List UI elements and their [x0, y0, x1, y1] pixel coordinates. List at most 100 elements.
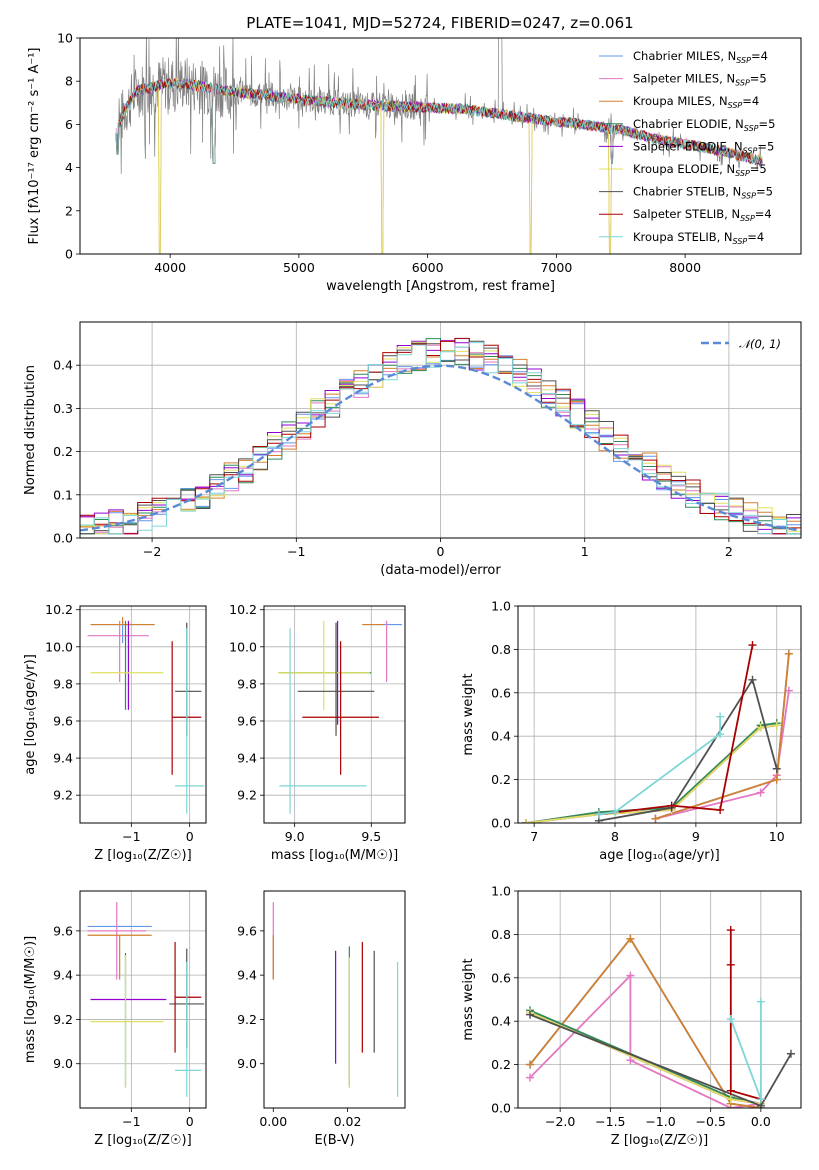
- x-tick-label: 9.0: [285, 829, 305, 844]
- weight-point-marker: [611, 808, 620, 817]
- legend-label-sub: SSP: [735, 79, 750, 88]
- weight-point-marker: [772, 775, 781, 784]
- y-tick-label: 9.6: [53, 923, 73, 938]
- legend-label-text: Chabrier MILES, N: [633, 49, 736, 63]
- legend-label-tail: =4: [742, 94, 759, 108]
- weight-point-marker: [784, 649, 793, 658]
- x-tick-label: 7000: [540, 260, 572, 275]
- weight-point-marker: [716, 730, 725, 739]
- x-tick-label: −0.5: [696, 1114, 726, 1129]
- weight-line: [598, 716, 721, 816]
- weight-line: [729, 930, 762, 1101]
- y-tick-label: 10: [57, 31, 73, 46]
- mass-vs-Z-frame: [79, 890, 207, 1109]
- y-tick-label: 0.0: [491, 1101, 511, 1116]
- figure-title: PLATE=1041, MJD=52724, FIBERID=0247, z=0…: [246, 14, 633, 32]
- residuals-frame: [79, 321, 802, 539]
- x-tick-label: 0: [186, 1114, 194, 1129]
- plot-area-age-vs-Z: [87, 617, 205, 814]
- y-tick-label: 6: [65, 117, 73, 132]
- legend-label-sub: SSP: [743, 146, 758, 155]
- x-axis-label: E(B-V): [314, 1133, 354, 1148]
- weight-line: [598, 677, 778, 822]
- model-spectrum-line: [115, 77, 763, 164]
- normal-curve-line: [80, 364, 801, 532]
- x-tick-label: 0.00: [259, 1114, 287, 1129]
- axes-mass-vs-Z: −1 0 9.0 9.2 9.4 9.6 Z [log₁₀(Z/Z☉)] mass [log₁…: [23, 891, 206, 1148]
- weight-line: [529, 1009, 762, 1105]
- weight-point-marker: [716, 712, 725, 721]
- x-tick-label: 8000: [669, 260, 701, 275]
- y-tick-label: 9.6: [237, 923, 257, 938]
- legend-label-sub: SSP: [741, 192, 756, 201]
- legend-label-sub: SSP: [736, 56, 751, 65]
- y-tick-label: 1.0: [491, 599, 511, 614]
- weight-point-marker: [748, 641, 757, 650]
- x-tick-label: −2.0: [545, 1114, 575, 1129]
- weight-point-marker: [594, 810, 603, 819]
- y-tick-label: 0.2: [53, 444, 73, 459]
- y-tick-label: 4: [65, 160, 73, 175]
- weight-line: [655, 690, 790, 820]
- weight-point-marker: [526, 1073, 535, 1082]
- y-tick-label: 9.0: [237, 1056, 257, 1071]
- y-axis-label: age [log₁₀(age/yr)]: [23, 654, 38, 775]
- legend-label-text: Kroupa STELIB, N: [633, 230, 733, 244]
- y-tick-label: 2: [65, 203, 73, 218]
- x-tick-label: 6000: [412, 260, 444, 275]
- y-axis-label: Normed distribution: [23, 365, 38, 495]
- y-tick-label: 0.8: [491, 927, 511, 942]
- axes-residuals: −2 −1 0 1 2 0.0 0.1 0.2 0.3 0.4 (data-model)/error…: [23, 322, 801, 578]
- y-tick-label: 10.0: [45, 639, 73, 654]
- axes-spectrum: 4000 5000 6000 7000 8000 0 2 4 6 8 10 wavelength [A…: [27, 31, 701, 295]
- legend-label: 𝒩(0, 1): [739, 337, 781, 351]
- weight-point-marker: [786, 1049, 795, 1058]
- y-tick-label: 9.2: [53, 788, 73, 803]
- y-tick-label: 0.6: [491, 685, 511, 700]
- x-tick-label: 8: [611, 829, 619, 844]
- legend-label: Kroupa ELODIE, NSSP=5: [633, 162, 767, 178]
- weight-line: [529, 937, 762, 1108]
- x-tick-label: 5000: [283, 260, 315, 275]
- legend-label-sub: SSP: [733, 237, 748, 246]
- legend-label-tail: =5: [756, 185, 773, 199]
- weight-line: [529, 973, 762, 1108]
- legend-label: Salpeter ELODIE, NSSP=5: [633, 139, 774, 155]
- legend-label: Kroupa MILES, NSSP=4: [633, 94, 759, 110]
- x-axis-label: (data-model)/error: [380, 563, 501, 578]
- y-tick-label: 0.3: [53, 401, 73, 416]
- residuals-legend: 𝒩(0, 1): [701, 337, 781, 351]
- x-tick-label: 1: [581, 544, 589, 559]
- y-tick-label: 0.2: [491, 1057, 511, 1072]
- legend-label-tail: =5: [750, 162, 767, 176]
- x-tick-label: 0: [186, 829, 194, 844]
- weight-point-marker: [772, 764, 781, 773]
- legend-label: Chabrier STELIB, NSSP=5: [633, 185, 773, 201]
- y-tick-label: 9.2: [237, 788, 257, 803]
- x-axis-label: Z [log₁₀(Z/Z☉)]: [94, 1133, 191, 1148]
- x-axis-label: age [log₁₀(age/yr)]: [599, 848, 720, 863]
- x-tick-label: 10: [769, 829, 785, 844]
- weight-point-marker: [522, 819, 531, 823]
- y-tick-label: 9.6: [237, 713, 257, 728]
- x-tick-label: −1.0: [645, 1114, 675, 1129]
- legend-label-text: Salpeter STELIB, N: [633, 207, 740, 221]
- plot-area-residuals: [80, 337, 801, 535]
- weight-point-marker: [526, 1060, 535, 1069]
- y-tick-label: 10.2: [45, 602, 73, 617]
- weight-point-marker: [726, 960, 735, 969]
- weight-point-marker: [667, 801, 676, 810]
- y-axis-label: mass weight: [461, 958, 476, 1040]
- x-tick-label: 0.0: [751, 1114, 771, 1129]
- histogram-step-line: [80, 337, 801, 535]
- x-tick-label: −1: [122, 1114, 140, 1129]
- y-tick-label: 9.4: [53, 751, 73, 766]
- legend-label-text: Kroupa ELODIE, N: [633, 162, 735, 176]
- weight-line: [598, 644, 754, 816]
- weight-point-marker: [756, 1095, 765, 1104]
- legend-label-tail: =5: [757, 139, 774, 153]
- weight-point-marker: [726, 1086, 735, 1095]
- y-tick-label: 9.2: [53, 1012, 73, 1027]
